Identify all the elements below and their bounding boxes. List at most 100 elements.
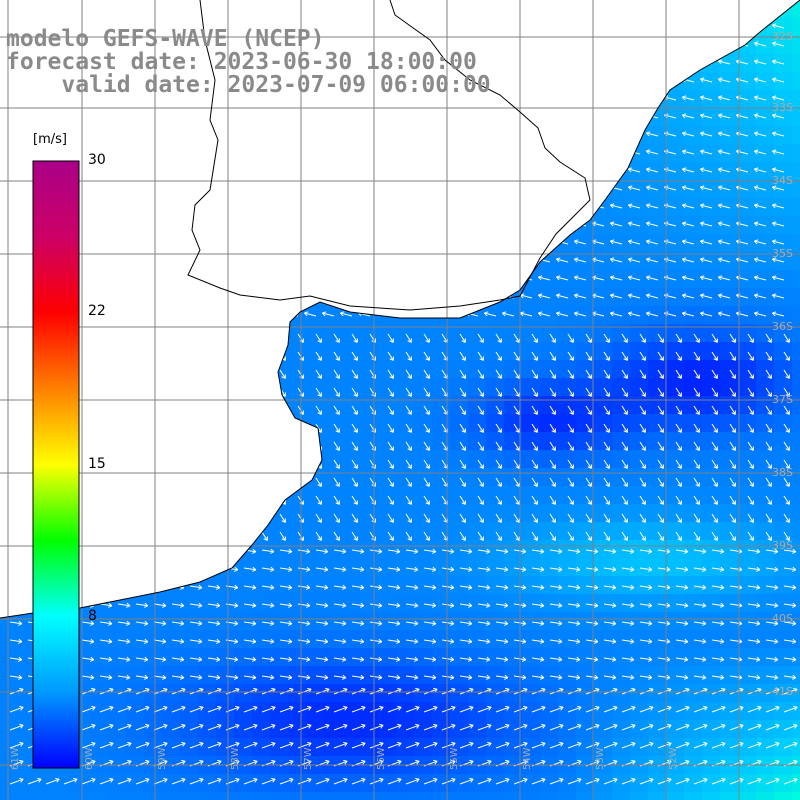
wind-arrow	[405, 387, 412, 397]
wind-arrow	[772, 257, 785, 263]
wind-arrow	[423, 441, 430, 451]
wind-arrow	[333, 351, 340, 361]
wind-arrow	[574, 311, 587, 317]
wind-arrow	[513, 441, 520, 451]
wind-arrow	[621, 459, 628, 469]
lat-label: 32S	[772, 30, 793, 43]
wind-arrow	[333, 459, 340, 469]
wind-arrow	[538, 275, 551, 281]
wind-arrow	[783, 405, 790, 415]
wind-arrow	[754, 95, 767, 101]
wind-arrow	[754, 131, 767, 137]
colorbar-tick-15: 15	[88, 456, 106, 472]
wind-arrow	[729, 387, 736, 397]
wind-arrow	[585, 333, 592, 343]
wind-arrow	[333, 387, 340, 397]
wind-arrow	[513, 351, 520, 361]
wind-arrow	[603, 387, 610, 397]
wind-arrow	[513, 387, 520, 397]
wind-arrow	[783, 387, 790, 397]
wind-arrow	[477, 441, 484, 451]
wind-arrow	[772, 149, 785, 155]
wind-arrow	[772, 95, 785, 101]
wind-arrow	[340, 311, 353, 317]
colorbar-tick-8: 8	[88, 608, 97, 624]
valid-date: valid date: 2023-07-09 06:00:00	[6, 72, 491, 98]
wind-arrow	[459, 459, 466, 469]
wind-arrow	[459, 333, 466, 343]
wind-arrow	[693, 459, 700, 469]
wind-arrow	[646, 221, 659, 227]
wind-arrow	[729, 351, 736, 361]
wind-arrow	[639, 423, 646, 433]
wind-arrow	[405, 351, 412, 361]
wind-arrow	[351, 387, 358, 397]
wind-arrow	[610, 221, 623, 227]
wind-arrow	[729, 459, 736, 469]
wind-arrow	[639, 459, 646, 469]
wind-arrow	[711, 387, 718, 397]
wind-arrow	[700, 257, 713, 263]
wind-arrow	[646, 311, 659, 317]
wind-arrow	[682, 113, 695, 119]
wind-arrow	[387, 351, 394, 361]
wind-arrow	[682, 275, 695, 281]
wind-arrow	[603, 459, 610, 469]
wind-arrow	[621, 387, 628, 397]
lon-label: 54W	[522, 747, 533, 770]
wind-arrow	[531, 333, 538, 343]
wind-arrow	[513, 405, 520, 415]
wind-arrow	[315, 351, 322, 361]
wind-arrow	[405, 459, 412, 469]
wind-arrow	[718, 77, 731, 83]
wind-arrow	[639, 441, 646, 451]
wind-arrow	[495, 405, 502, 415]
lat-label: 41S	[772, 685, 793, 698]
wind-arrow	[711, 351, 718, 361]
wind-arrow	[675, 423, 682, 433]
wind-arrow	[772, 239, 785, 245]
wind-arrow	[754, 221, 767, 227]
wind-arrow	[574, 275, 587, 281]
wind-arrow	[621, 351, 628, 361]
wind-arrow	[675, 351, 682, 361]
wind-arrow	[387, 405, 394, 415]
wind-arrow	[639, 405, 646, 415]
wind-arrow	[495, 423, 502, 433]
wind-arrow	[387, 387, 394, 397]
wind-arrow	[657, 405, 664, 415]
wind-arrow	[675, 459, 682, 469]
wind-arrow	[628, 239, 641, 245]
wind-arrow	[772, 167, 785, 173]
wind-arrow	[754, 257, 767, 263]
wind-arrow	[646, 149, 659, 155]
wind-arrow	[682, 95, 695, 101]
wind-arrow	[423, 459, 430, 469]
wind-arrow	[747, 459, 754, 469]
wind-arrow	[754, 185, 767, 191]
wind-arrow	[747, 333, 754, 343]
wind-arrow	[387, 423, 394, 433]
wind-arrow	[315, 477, 322, 487]
wind-arrow	[754, 149, 767, 155]
wind-arrow	[639, 351, 646, 361]
wind-arrow	[646, 203, 659, 209]
wind-arrow	[351, 333, 358, 343]
wind-arrow	[531, 423, 538, 433]
wind-arrow	[315, 369, 322, 379]
wind-arrow	[682, 239, 695, 245]
wind-arrow	[423, 333, 430, 343]
wind-arrow	[682, 293, 695, 299]
wind-arrow	[718, 275, 731, 281]
wind-arrow	[772, 23, 785, 29]
wind-arrow	[459, 423, 466, 433]
wind-arrow	[621, 423, 628, 433]
wind-arrow	[693, 423, 700, 433]
wind-arrow	[765, 423, 772, 433]
wind-arrow	[520, 311, 533, 317]
wind-arrow	[718, 185, 731, 191]
wind-arrow	[693, 405, 700, 415]
wind-arrow	[387, 441, 394, 451]
wind-arrow	[549, 351, 556, 361]
wind-arrow	[765, 405, 772, 415]
